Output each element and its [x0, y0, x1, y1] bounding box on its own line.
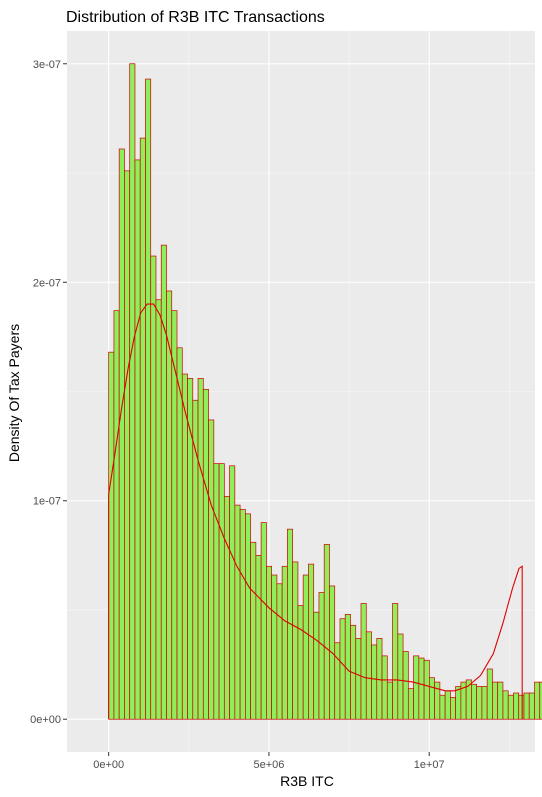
- histogram-bar: [292, 561, 299, 720]
- histogram-bar: [145, 78, 152, 720]
- histogram-bar: [218, 463, 225, 720]
- x-tick-label: 1e+07: [414, 759, 445, 771]
- histogram-bar: [181, 373, 188, 720]
- histogram-bar: [318, 592, 325, 720]
- y-tick-label: 3e-07: [33, 59, 61, 71]
- histogram-bar: [418, 657, 425, 720]
- histogram-bar: [355, 638, 362, 720]
- histogram-bar: [229, 465, 236, 720]
- y-axis: 0e+00 1e-07 2e-07 3e-07: [30, 59, 67, 726]
- histogram-bar: [334, 642, 341, 720]
- histogram-bar: [407, 688, 414, 720]
- histogram-bar: [129, 63, 136, 720]
- histogram-bars: [108, 63, 542, 720]
- histogram-bar: [155, 299, 162, 720]
- histogram-bar: [276, 583, 283, 720]
- x-axis-title: R3B ITC: [280, 773, 334, 789]
- histogram-bar: [176, 347, 183, 720]
- chart-title: Distribution of R3B ITC Transactions: [66, 9, 325, 26]
- histogram-bar: [513, 692, 520, 720]
- histogram-bar: [250, 541, 257, 720]
- histogram-bar: [471, 683, 478, 720]
- histogram-bar: [124, 170, 131, 720]
- y-tick-label: 0e+00: [30, 714, 61, 726]
- histogram-bar: [539, 681, 542, 720]
- histogram-bar: [255, 555, 262, 720]
- histogram-bar: [413, 655, 420, 720]
- histogram-bar: [444, 690, 451, 720]
- histogram-bar: [428, 677, 435, 720]
- histogram-bar: [381, 655, 388, 720]
- histogram-bar: [528, 692, 535, 720]
- histogram-bar: [260, 522, 267, 720]
- histogram-bar: [376, 638, 383, 720]
- y-axis-title: Density Of Tax Payers: [6, 324, 22, 462]
- histogram-bar: [497, 681, 504, 720]
- histogram-bar: [171, 310, 178, 720]
- histogram-bar: [160, 244, 167, 720]
- histogram-bar: [313, 611, 320, 720]
- x-tick-label: 0e+00: [93, 759, 124, 771]
- density-curve: [108, 303, 523, 720]
- histogram-bar: [266, 565, 272, 720]
- histogram-bar: [245, 513, 251, 720]
- histogram-bar: [323, 544, 330, 720]
- histogram-bar: [108, 351, 115, 720]
- histogram-bar: [397, 633, 404, 720]
- y-tick-label: 1e-07: [33, 496, 61, 508]
- histogram-bar: [223, 496, 230, 720]
- histogram-bar: [476, 686, 483, 720]
- histogram-bar: [534, 681, 541, 720]
- histogram-bar: [523, 692, 530, 720]
- x-tick-label: 5e+06: [253, 759, 284, 771]
- histogram-bar: [208, 419, 215, 720]
- histogram-bar: [439, 694, 446, 720]
- histogram-bar: [150, 255, 157, 720]
- histogram-bar: [450, 697, 456, 720]
- histogram-bar: [239, 509, 246, 720]
- histogram-bar: [297, 605, 304, 720]
- histogram-bar: [365, 631, 372, 720]
- histogram-bar: [308, 563, 315, 720]
- histogram-bar: [139, 137, 146, 720]
- histogram-bar: [455, 686, 462, 720]
- histogram-bar: [502, 690, 509, 720]
- histogram-bar: [134, 159, 141, 720]
- y-tick-label: 2e-07: [33, 277, 61, 289]
- histogram-bar: [118, 148, 125, 720]
- histogram-bar: [281, 565, 288, 720]
- histogram-bar: [518, 694, 525, 720]
- histogram-bar: [392, 603, 399, 720]
- histogram-bar: [386, 681, 393, 720]
- histogram-bar: [402, 651, 409, 720]
- histogram-bar: [271, 574, 278, 720]
- histogram-bar: [507, 694, 514, 720]
- histogram-bar: [492, 681, 499, 720]
- histogram-bar: [113, 310, 120, 720]
- histogram-bar: [371, 644, 378, 720]
- x-axis: 0e+00 5e+06 1e+07: [93, 752, 445, 771]
- histogram-bar: [486, 668, 493, 720]
- histogram-bar: [339, 618, 346, 720]
- histogram-bar: [234, 504, 241, 720]
- histogram-bar: [202, 388, 209, 720]
- histogram-bar: [213, 463, 220, 720]
- histogram-bar: [481, 686, 488, 720]
- histogram-bar: [344, 614, 351, 720]
- histogram-bar: [423, 659, 430, 720]
- histogram-bar: [302, 574, 309, 720]
- histogram-bar: [360, 603, 367, 720]
- histogram-bar: [197, 378, 204, 720]
